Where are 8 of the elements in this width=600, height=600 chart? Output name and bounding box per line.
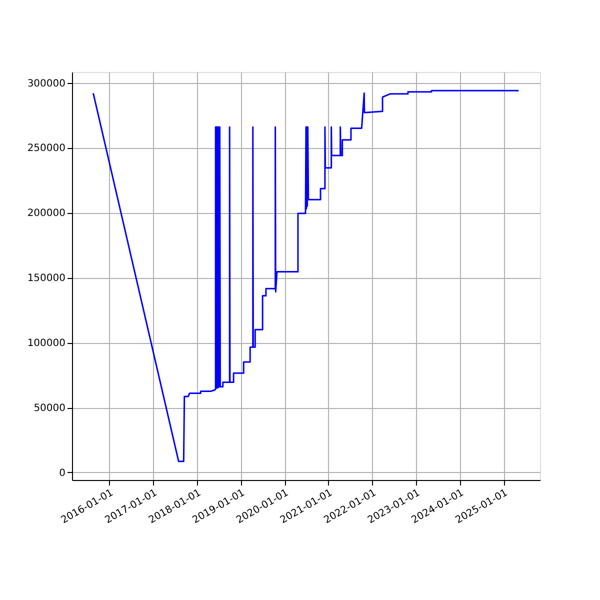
y-tick-label: 150000 [27,273,66,284]
y-tick-label: 300000 [27,78,66,90]
y-tick-label: 200000 [27,208,66,220]
y-tick-label: 250000 [27,143,66,154]
line-series [92,90,520,462]
y-tick-label: 100000 [27,338,66,350]
y-tick-label: 50000 [34,403,66,414]
y-tick-label: 0 [59,468,66,479]
